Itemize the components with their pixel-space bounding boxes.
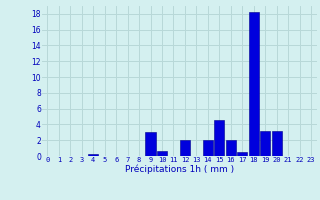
Bar [180,140,190,156]
Bar [145,132,156,156]
X-axis label: Précipitations 1h ( mm ): Précipitations 1h ( mm ) [124,164,234,174]
Bar [260,131,270,156]
Bar [203,140,213,156]
Bar [88,154,98,156]
Bar [237,152,247,156]
Bar [249,12,259,156]
Bar [157,151,167,156]
Bar [214,120,225,156]
Bar [271,131,282,156]
Bar [226,140,236,156]
